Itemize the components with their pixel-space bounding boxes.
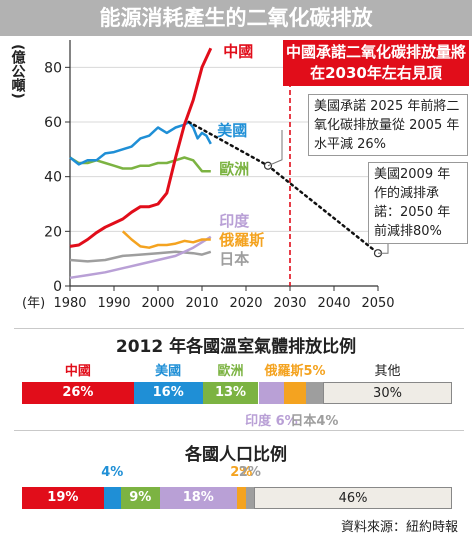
series-line-japan <box>69 250 212 263</box>
series-label-japan: 日本 <box>219 250 249 268</box>
share-segment-europe: 13% <box>202 382 259 404</box>
share-segment-russia <box>237 487 246 509</box>
share-segment-japan <box>245 487 255 509</box>
x-tick-label: 2040 <box>317 296 350 311</box>
y-axis-label-text: (億公噸) <box>9 44 26 99</box>
y-tick-label: 20 <box>44 224 62 240</box>
share-segment-india <box>258 382 285 404</box>
share-label-europe: 歐洲 <box>217 364 244 379</box>
share-label-russia: 俄羅斯5% <box>264 364 326 379</box>
us-2025-callout: 美國承諾 2025 年前將二氧化碳排放量從 2005 年水平減 26% <box>308 94 468 156</box>
share-label-india: 印度 6% <box>245 414 298 429</box>
share-label-russia: 2% <box>230 465 253 480</box>
x-tick-label: 2030 <box>273 296 306 311</box>
share-label-japan: 日本4% <box>290 414 339 429</box>
y-tick-label: 0 <box>53 279 62 295</box>
population-chart-title: 各國人口比例 <box>185 445 287 465</box>
share-segment-india: 18% <box>159 487 237 509</box>
divider <box>14 430 464 431</box>
share-segment-europe: 9% <box>120 487 160 509</box>
share-segment-other: 46% <box>254 487 452 509</box>
share-label-usa: 4% <box>101 465 124 480</box>
series-label-china: 中國 <box>223 42 253 60</box>
share-segment-other: 30% <box>323 382 452 404</box>
share-segment-china: 19% <box>22 487 104 509</box>
x-tick-label: 2020 <box>229 296 262 311</box>
x-tick-label: 2050 <box>361 296 394 311</box>
x-tick-label: 1990 <box>97 296 130 311</box>
share-label-usa: 美國 <box>155 364 182 379</box>
series-line-china <box>69 47 213 248</box>
series-label-russia: 俄羅斯 <box>218 231 264 249</box>
share-label-china: 中國 <box>64 364 91 379</box>
series-line-india <box>69 235 212 280</box>
series-line-usa <box>69 120 212 166</box>
share-chart-title: 2012 年各國溫室氣體排放比例 <box>115 337 357 357</box>
series-label-india: 印度 <box>219 212 250 230</box>
share-segment-japan <box>305 382 323 404</box>
page-title: 能源消耗產生的二氧化碳排放 <box>0 0 472 36</box>
divider <box>14 328 464 329</box>
series-label-europe: 歐洲 <box>219 160 249 178</box>
y-tick-label: 60 <box>44 115 62 131</box>
share-segment-usa <box>103 487 121 509</box>
share-segment-china: 26% <box>22 382 134 404</box>
share-segment-usa: 16% <box>133 382 203 404</box>
us-2009-callout: 美國2009 年作的減排承諾：2050 年前減排80% <box>368 162 468 244</box>
x-tick-label: 2010 <box>185 296 218 311</box>
share-segment-russia <box>284 382 306 404</box>
y-tick-label: 40 <box>44 170 62 186</box>
series-line-russia <box>121 230 211 249</box>
series-label-usa: 美國 <box>217 122 247 140</box>
share-label-japan: 2% <box>238 465 261 480</box>
source-note: 資料來源：紐約時報 <box>340 520 458 535</box>
leader-line <box>267 130 283 167</box>
y-tick-label: 80 <box>44 60 62 76</box>
x-axis-label: (年) <box>22 296 45 311</box>
x-tick-label: 1980 <box>53 296 86 311</box>
china-peak-callout: 中國承諾二氧化碳排放量將在2030年左右見頂 <box>283 40 469 86</box>
y-axis-label: (億公噸) <box>6 44 28 103</box>
share-label-other: 其他 <box>374 364 401 379</box>
x-tick-label: 2000 <box>141 296 174 311</box>
